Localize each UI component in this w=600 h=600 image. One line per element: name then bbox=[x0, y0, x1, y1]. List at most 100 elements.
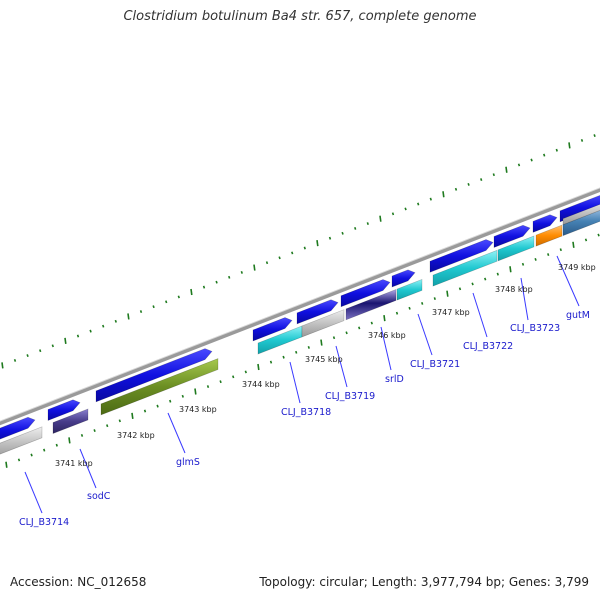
inner-tick bbox=[30, 453, 33, 457]
gene-label-clj-b3714: CLJ_B3714 bbox=[19, 517, 69, 528]
gene-band-sodc bbox=[52, 408, 89, 434]
inner-tick bbox=[572, 241, 575, 248]
outer-tick bbox=[480, 178, 483, 182]
gene-features bbox=[0, 194, 600, 455]
kbp-label-3746: 3746 kbp bbox=[368, 331, 406, 340]
label-leader-1 bbox=[79, 448, 97, 489]
outer-tick bbox=[190, 288, 193, 296]
outer-tick bbox=[291, 251, 294, 255]
inner-tick bbox=[584, 238, 588, 242]
label-leader-0 bbox=[24, 471, 43, 514]
inner-tick bbox=[559, 248, 562, 252]
outer-tick bbox=[530, 158, 533, 162]
outer-tick-row bbox=[1, 134, 596, 369]
cds-forward-5 bbox=[340, 279, 391, 308]
outer-tick bbox=[64, 337, 67, 345]
backbone bbox=[0, 187, 600, 426]
label-leader-5 bbox=[380, 326, 392, 371]
inner-tick bbox=[446, 290, 449, 297]
cds-forward-1 bbox=[47, 399, 81, 421]
outer-tick bbox=[102, 324, 105, 328]
inner-tick bbox=[143, 409, 147, 413]
cds-forward-10 bbox=[559, 194, 600, 223]
inner-tick bbox=[433, 297, 436, 301]
gene-band-clj-b3723 bbox=[497, 235, 535, 262]
outer-tick bbox=[341, 231, 344, 235]
cds-forward-3 bbox=[252, 317, 293, 342]
outer-tick bbox=[354, 227, 357, 230]
outer-tick bbox=[454, 187, 458, 191]
outer-tick bbox=[1, 362, 4, 369]
inner-tick bbox=[93, 429, 96, 433]
inner-tick bbox=[307, 346, 310, 349]
outer-tick bbox=[215, 280, 218, 284]
inner-tick bbox=[496, 272, 499, 276]
gene-labels: CLJ_B3714 sodC glmS CLJ_B3718 CLJ_B3719 … bbox=[19, 310, 590, 528]
cds-forward-0 bbox=[0, 416, 36, 440]
cds-forward-8 bbox=[493, 224, 531, 248]
inner-tick bbox=[295, 350, 298, 354]
inner-tick bbox=[17, 458, 21, 462]
inner-tick bbox=[131, 412, 134, 420]
gene-label-clj-b3719: CLJ_B3719 bbox=[325, 391, 375, 402]
outer-tick bbox=[303, 246, 306, 250]
outer-tick bbox=[228, 275, 231, 279]
kbp-label-3743: 3743 kbp bbox=[179, 405, 217, 414]
inner-tick bbox=[534, 258, 537, 261]
outer-tick bbox=[555, 148, 558, 152]
gene-band-gutm bbox=[535, 224, 563, 247]
inner-tick bbox=[282, 355, 285, 359]
gene-label-glms: glmS bbox=[176, 457, 200, 468]
label-leaders bbox=[24, 255, 580, 514]
outer-tick bbox=[177, 295, 180, 299]
outer-tick bbox=[316, 240, 319, 247]
inner-tick bbox=[80, 434, 84, 437]
label-leader-3 bbox=[289, 361, 301, 404]
cds-forward-7 bbox=[429, 239, 494, 273]
outer-tick bbox=[114, 319, 117, 323]
inner-tick bbox=[471, 282, 474, 286]
inner-tick bbox=[597, 233, 600, 237]
gene-label-clj-b3721: CLJ_B3721 bbox=[410, 359, 460, 370]
gene-band-srld bbox=[345, 289, 397, 321]
inner-tick bbox=[521, 262, 525, 266]
outer-tick bbox=[442, 191, 445, 198]
accession-text: Accession: NC_012658 bbox=[10, 575, 147, 589]
inner-tick bbox=[257, 363, 260, 371]
outer-tick bbox=[467, 183, 470, 186]
outer-tick bbox=[165, 300, 168, 304]
outer-tick bbox=[568, 142, 571, 149]
inner-tick bbox=[244, 370, 247, 374]
gene-label-clj-b3718: CLJ_B3718 bbox=[281, 407, 331, 418]
cds-forward-2 bbox=[95, 348, 213, 403]
inner-tick bbox=[232, 375, 235, 379]
outer-tick bbox=[253, 264, 256, 271]
label-leader-9 bbox=[556, 255, 580, 307]
inner-tick bbox=[383, 315, 386, 322]
outer-tick bbox=[543, 153, 546, 157]
inner-tick bbox=[206, 385, 210, 389]
outer-tick bbox=[391, 212, 395, 216]
gene-label-clj-b3722: CLJ_B3722 bbox=[463, 341, 513, 352]
outer-tick bbox=[240, 271, 243, 274]
inner-tick bbox=[5, 461, 8, 468]
outer-tick bbox=[152, 305, 155, 309]
outer-tick bbox=[89, 329, 92, 333]
outer-tick bbox=[265, 261, 269, 265]
kbp-scale: 3741 kbp 3742 kbp 3743 kbp 3744 kbp 3745… bbox=[55, 263, 596, 468]
outer-tick bbox=[127, 313, 130, 320]
outer-tick bbox=[51, 344, 54, 348]
gene-label-srld: srlD bbox=[385, 374, 404, 385]
outer-tick bbox=[202, 285, 206, 289]
label-leader-8 bbox=[520, 277, 529, 321]
inner-tick bbox=[509, 266, 512, 273]
kbp-label-3749: 3749 kbp bbox=[558, 263, 596, 272]
gene-label-clj-b3723: CLJ_B3723 bbox=[510, 323, 560, 334]
gene-band-clj-b3721 bbox=[396, 278, 423, 301]
outer-tick bbox=[417, 202, 420, 206]
kbp-label-3747: 3747 kbp bbox=[432, 308, 470, 317]
outer-tick bbox=[328, 236, 332, 240]
outer-tick bbox=[26, 354, 29, 358]
inner-tick bbox=[370, 321, 373, 325]
